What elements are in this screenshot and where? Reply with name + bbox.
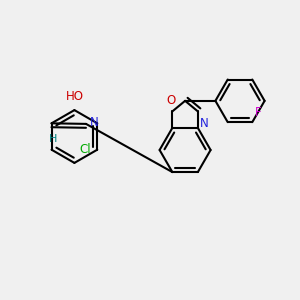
Text: H: H <box>49 134 57 144</box>
Text: Cl: Cl <box>79 143 91 156</box>
Text: HO: HO <box>66 90 84 103</box>
Text: F: F <box>255 106 261 119</box>
Text: N: N <box>200 117 209 130</box>
Text: N: N <box>90 116 98 129</box>
Text: O: O <box>166 94 176 107</box>
